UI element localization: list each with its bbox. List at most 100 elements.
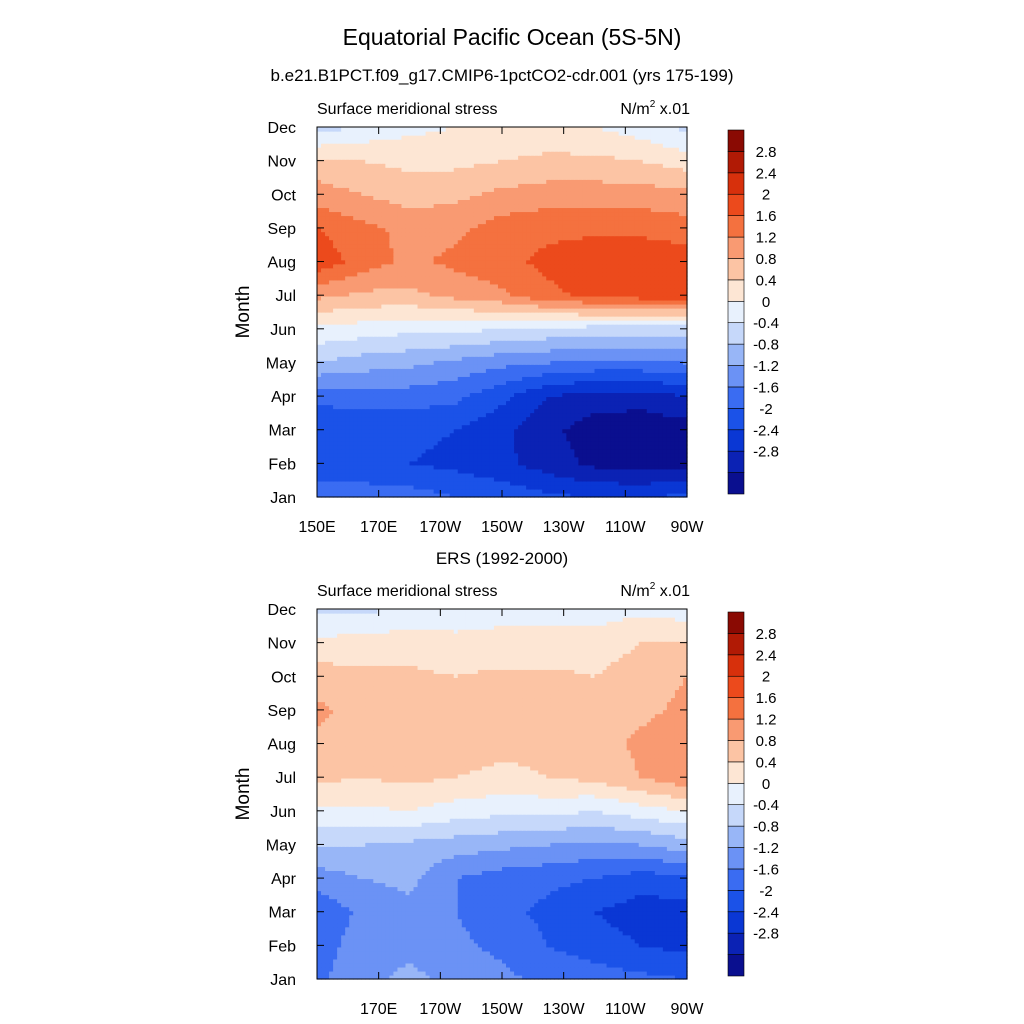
heatmap-cell <box>562 492 567 498</box>
heatmap-cell <box>457 356 463 361</box>
heatmap-cell <box>662 448 668 454</box>
heatmap-cell <box>610 376 616 381</box>
heatmap-cell <box>642 444 648 450</box>
heatmap-cell <box>317 416 322 422</box>
heatmap-cell <box>417 320 423 325</box>
heatmap-cell <box>433 464 439 470</box>
heatmap-cell <box>481 384 487 390</box>
heatmap-cell <box>429 460 435 466</box>
heatmap-cell <box>333 328 338 333</box>
heatmap-cell <box>497 332 503 337</box>
heatmap-cell <box>506 432 511 438</box>
heatmap-cell <box>369 332 374 337</box>
heatmap-cell <box>662 388 668 394</box>
heatmap-cell <box>518 400 523 406</box>
heatmap-cell <box>393 396 399 402</box>
heatmap-cell <box>522 492 527 498</box>
heatmap-cell <box>445 283 451 289</box>
heatmap-cell <box>594 348 600 353</box>
heatmap-cell <box>646 476 652 482</box>
heatmap-cell <box>682 452 688 458</box>
heatmap-cell <box>562 476 567 482</box>
heatmap-cell <box>321 440 326 446</box>
heatmap-cell <box>333 364 338 369</box>
heatmap-cell <box>429 480 435 486</box>
heatmap-cell <box>365 384 370 390</box>
heatmap-cell <box>562 456 567 462</box>
heatmap-cell <box>349 424 354 430</box>
heatmap-cell <box>506 380 511 385</box>
heatmap-cell <box>682 312 688 317</box>
heatmap-cell <box>538 312 543 317</box>
heatmap-cell <box>594 279 600 285</box>
heatmap-cell <box>550 352 555 357</box>
heatmap-cell <box>542 352 547 357</box>
heatmap-cell <box>445 376 451 381</box>
heatmap-cell <box>481 408 487 414</box>
heatmap-cell <box>401 452 407 458</box>
heatmap-cell <box>477 316 483 321</box>
heatmap-cell <box>526 360 531 365</box>
heatmap-cell <box>457 444 463 450</box>
heatmap-cell <box>461 316 467 321</box>
heatmap-cell <box>618 344 624 349</box>
heatmap-cell <box>465 404 471 410</box>
heatmap-cell <box>614 279 620 285</box>
heatmap-cell <box>469 424 475 430</box>
heatmap-cell <box>578 312 584 317</box>
heatmap-cell <box>646 360 652 365</box>
heatmap-cell <box>453 468 459 474</box>
heatmap-cell <box>445 360 451 365</box>
heatmap-cell <box>401 372 407 377</box>
heatmap-cell <box>361 316 366 321</box>
heatmap-cell <box>321 368 326 373</box>
heatmap-cell <box>333 404 338 410</box>
heatmap-cell <box>485 344 491 349</box>
heatmap-cell <box>329 392 334 398</box>
heatmap-cell <box>618 408 624 414</box>
heatmap-cell <box>538 432 543 438</box>
heatmap-cell <box>457 404 463 410</box>
heatmap-cell <box>674 492 680 498</box>
heatmap-cell <box>602 472 608 478</box>
heatmap-cell <box>598 404 604 410</box>
heatmap-cell <box>506 436 511 442</box>
heatmap-cell <box>349 275 354 281</box>
heatmap-cell <box>397 408 403 414</box>
heatmap-cell <box>606 283 612 289</box>
heatmap-cell <box>341 420 346 426</box>
heatmap-cell <box>514 388 519 394</box>
heatmap-cell <box>389 352 395 357</box>
heatmap-cell <box>682 376 688 381</box>
heatmap-cell <box>538 388 543 394</box>
heatmap-cell <box>602 283 608 289</box>
heatmap-cell <box>658 488 664 494</box>
heatmap-cell <box>345 432 350 438</box>
heatmap-cell <box>457 312 463 317</box>
heatmap-cell <box>630 348 636 353</box>
heatmap-cell <box>361 424 366 430</box>
heatmap-cell <box>449 332 455 337</box>
heatmap-cell <box>590 412 596 418</box>
heatmap-cell <box>678 448 684 454</box>
heatmap-cell <box>670 307 676 313</box>
heatmap-cell <box>365 488 370 494</box>
heatmap-cell <box>662 432 668 438</box>
heatmap-cell <box>654 460 660 466</box>
heatmap-cell <box>317 348 322 353</box>
heatmap-cell <box>421 380 427 385</box>
heatmap-cell <box>333 312 338 317</box>
heatmap-cell <box>493 428 499 434</box>
heatmap-cell <box>618 420 624 426</box>
heatmap-cell <box>353 460 358 466</box>
heatmap-cell <box>421 444 427 450</box>
heatmap-cell <box>618 472 624 478</box>
heatmap-cell <box>493 303 499 309</box>
heatmap-cell <box>473 360 479 365</box>
heatmap-cell <box>381 428 386 434</box>
heatmap-cell <box>530 432 535 438</box>
heatmap-cell <box>493 324 499 329</box>
heatmap-cell <box>473 283 479 289</box>
heatmap-cell <box>642 420 648 426</box>
heatmap-cell <box>630 380 636 385</box>
